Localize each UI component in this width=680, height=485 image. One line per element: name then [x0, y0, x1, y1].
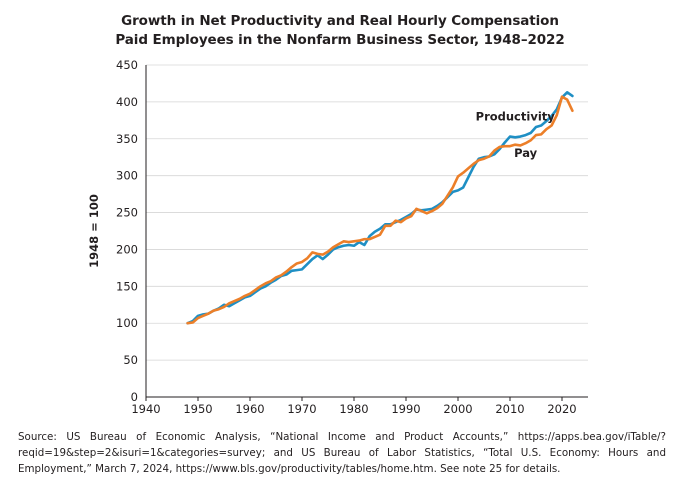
x-tick-label: 1980 — [339, 402, 368, 416]
x-tick-label: 1970 — [287, 402, 316, 416]
x-tick-label: 2010 — [495, 402, 524, 416]
series-lines — [186, 91, 574, 325]
x-tick-label: 1960 — [235, 402, 264, 416]
chart-title-line-1: Growth in Net Productivity and Real Hour… — [121, 13, 559, 29]
y-tick-label: 100 — [116, 316, 138, 330]
gridlines — [146, 64, 588, 361]
y-tick-label: 50 — [123, 353, 138, 367]
y-tick-label: 350 — [116, 132, 138, 146]
y-tick-label: 200 — [116, 242, 138, 256]
source-note: Source: US Bureau of Economic Analysis, … — [18, 431, 666, 475]
axes: 0 50 100 150 200 250 300 350 400 450 1940 1950 1960 1… — [87, 58, 588, 416]
y-axis-title: 1948 = 100 — [87, 194, 101, 268]
x-tick-label: 1990 — [391, 402, 420, 416]
series-line-productivity — [186, 91, 574, 325]
y-tick-label: 0 — [131, 390, 138, 404]
series-label-productivity: Productivity — [476, 109, 556, 123]
y-tick-label: 400 — [116, 95, 138, 109]
series-line-pay — [186, 95, 574, 325]
x-tick-label: 1940 — [131, 402, 160, 416]
chart-title-line-2: Paid Employees in the Nonfarm Business S… — [115, 32, 565, 48]
y-tick-label: 150 — [116, 279, 138, 293]
x-tick-label: 2020 — [547, 402, 576, 416]
series-label-pay: Pay — [514, 146, 538, 160]
y-tick-label: 300 — [116, 169, 138, 183]
chart-area: 0 50 100 150 200 250 300 350 400 450 1940 1950 1960 1… — [87, 58, 588, 416]
x-tick-label: 1950 — [183, 402, 212, 416]
series-labels: Productivity Pay — [476, 109, 556, 160]
x-tick-label: 2000 — [443, 402, 472, 416]
y-tick-label: 250 — [116, 206, 138, 220]
y-tick-label: 450 — [116, 58, 138, 72]
